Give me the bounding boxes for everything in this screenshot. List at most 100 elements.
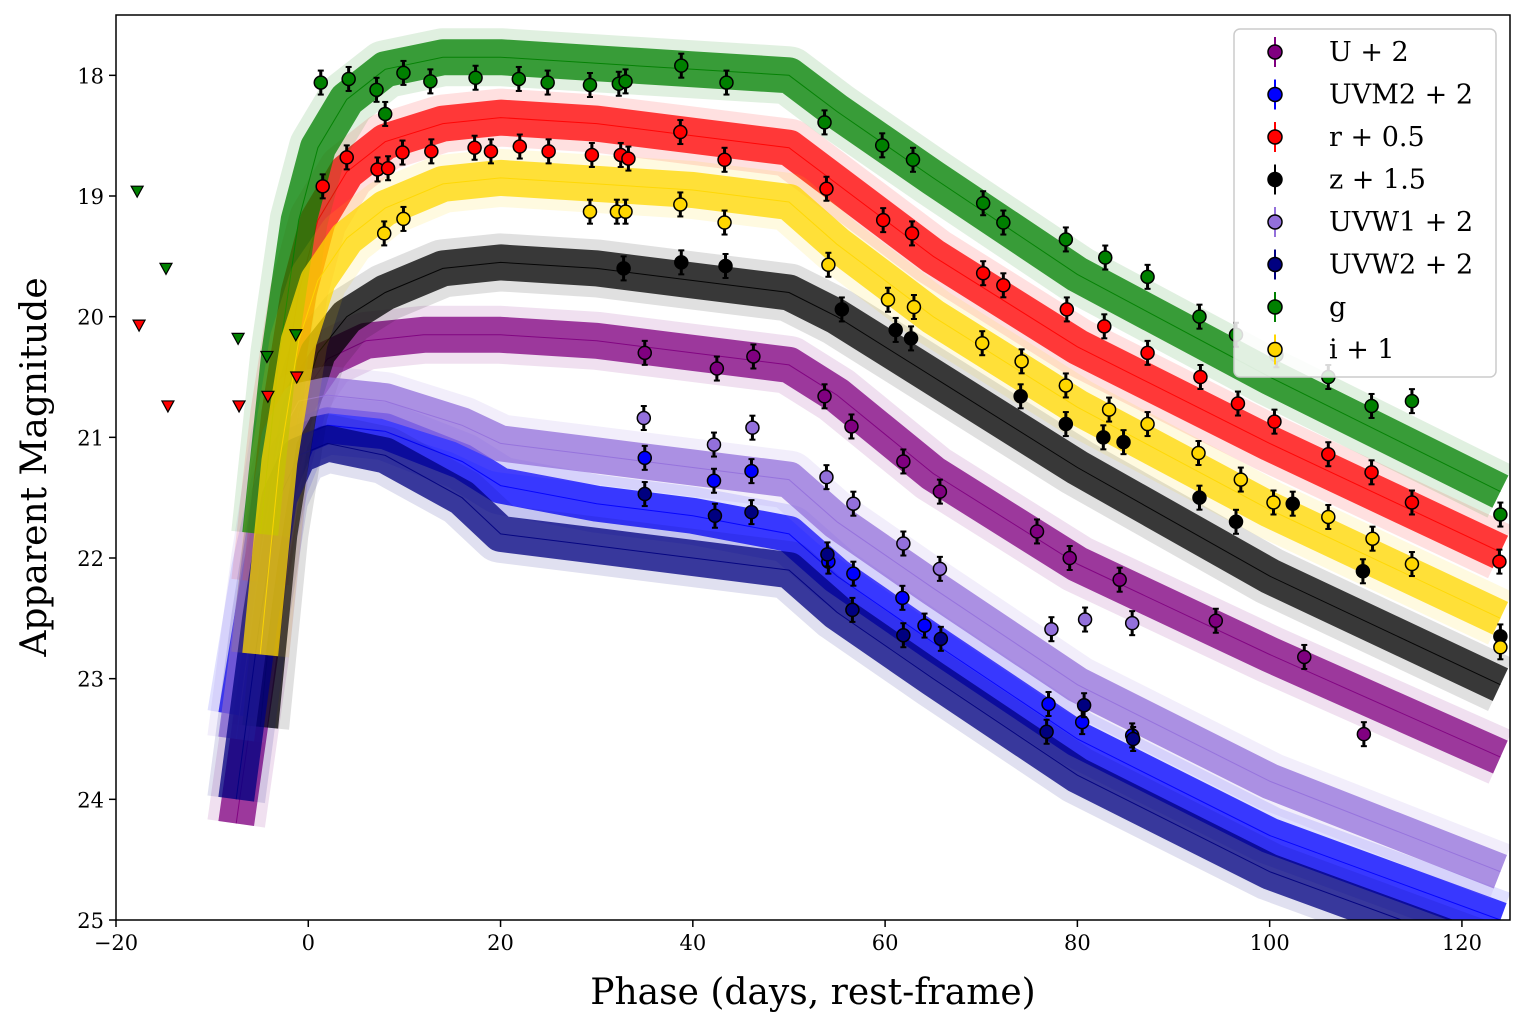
upper-limit-marker xyxy=(130,185,145,199)
data-point-i-1 xyxy=(906,299,922,315)
data-point-r-0-5 xyxy=(541,144,556,159)
data-point-uvw1-2 xyxy=(932,561,948,577)
data-point-r-0-5 xyxy=(996,278,1011,293)
data-point-r-0-5 xyxy=(1492,554,1507,569)
x-tick-label: 60 xyxy=(872,931,899,955)
data-point-uvw2-2 xyxy=(1125,731,1141,747)
y-axis-label: Apparent Magnitude xyxy=(14,277,55,657)
legend-marker-uvm2-2 xyxy=(1267,86,1283,103)
data-point-r-0-5 xyxy=(1140,345,1155,361)
data-point-g xyxy=(423,74,438,89)
legend-marker-r-0-5 xyxy=(1267,129,1283,145)
data-point-z-1-5 xyxy=(1058,416,1074,432)
upper-limit-marker xyxy=(132,319,147,333)
data-point-i-1 xyxy=(880,292,896,308)
data-point-g xyxy=(1493,507,1508,522)
data-point-uvw2-2 xyxy=(637,486,653,502)
y-tick-label: 21 xyxy=(77,426,104,450)
y-tick-label: 19 xyxy=(77,185,104,209)
legend-marker-g xyxy=(1267,299,1283,315)
data-point-uvw2-2 xyxy=(933,631,949,647)
y-tick-label: 22 xyxy=(77,547,104,571)
data-point-uvm2-2 xyxy=(846,566,861,581)
data-point-u-2 xyxy=(1208,613,1224,628)
data-point-i-1 xyxy=(1321,509,1336,525)
data-point-u-2 xyxy=(817,389,832,404)
data-point-u-2 xyxy=(746,349,761,364)
legend-marker-u-2 xyxy=(1267,44,1283,60)
x-tick-label: 0 xyxy=(302,931,315,955)
data-point-u-2 xyxy=(709,361,725,376)
data-point-g xyxy=(540,75,555,90)
data-point-i-1 xyxy=(821,257,836,273)
data-point-uvw1-2 xyxy=(636,410,652,426)
data-point-i-1 xyxy=(717,215,732,230)
data-point-i-1 xyxy=(1233,472,1249,487)
data-point-i-1 xyxy=(1365,531,1380,546)
legend-marker-z-1-5 xyxy=(1267,171,1283,188)
data-point-g xyxy=(468,70,483,85)
data-point-z-1-5 xyxy=(616,261,631,276)
data-point-g xyxy=(313,75,329,90)
data-point-r-0-5 xyxy=(584,147,600,163)
data-point-i-1 xyxy=(396,211,411,227)
data-point-i-1 xyxy=(673,197,688,212)
data-point-uvw1-2 xyxy=(819,469,834,485)
data-point-uvw1-2 xyxy=(706,437,722,452)
data-point-r-0-5 xyxy=(875,212,891,228)
data-point-g xyxy=(674,58,689,73)
data-point-uvm2-2 xyxy=(1074,714,1090,730)
data-point-g xyxy=(874,138,890,153)
data-point-g xyxy=(377,106,393,122)
legend-label-i-1: i + 1 xyxy=(1329,335,1395,366)
y-tick-label: 23 xyxy=(77,668,104,692)
data-point-z-1-5 xyxy=(903,331,919,346)
data-point-uvw1-2 xyxy=(745,420,760,435)
data-point-g xyxy=(582,77,598,93)
data-point-g xyxy=(1058,232,1074,247)
data-point-uvm2-2 xyxy=(706,473,722,489)
legend-marker-uvw1-2 xyxy=(1267,214,1283,230)
data-point-r-0-5 xyxy=(1364,465,1379,480)
data-point-u-2 xyxy=(1297,649,1312,665)
data-point-z-1-5 xyxy=(1192,490,1207,505)
data-point-i-1 xyxy=(1058,378,1074,393)
data-point-z-1-5 xyxy=(1116,434,1131,450)
y-axis-ticks: 18 19 20 21 22 23 24 25 xyxy=(77,64,116,933)
data-point-uvw2-2 xyxy=(744,504,759,520)
upper-limit-marker xyxy=(158,262,174,276)
data-point-r-0-5 xyxy=(975,265,991,281)
x-tick-label: 80 xyxy=(1064,931,1091,955)
data-point-uvm2-2 xyxy=(1041,696,1056,712)
data-point-z-1-5 xyxy=(674,255,689,270)
data-point-z-1-5 xyxy=(718,258,733,274)
legend-label-uvw2-2: UVW2 + 2 xyxy=(1329,250,1473,281)
data-point-uvw2-2 xyxy=(1076,697,1092,713)
data-point-uvw2-2 xyxy=(707,508,723,524)
upper-limit-marker xyxy=(289,371,304,385)
data-point-g xyxy=(996,215,1011,230)
legend-label-r-0-5: r + 0.5 xyxy=(1329,122,1425,153)
data-point-uvw1-2 xyxy=(1077,612,1093,627)
data-point-uvm2-2 xyxy=(744,463,759,479)
data-point-g xyxy=(1404,393,1420,409)
data-point-uvw2-2 xyxy=(1039,724,1054,740)
data-points xyxy=(313,52,1508,752)
data-point-uvw1-2 xyxy=(846,496,861,511)
data-point-u-2 xyxy=(1356,726,1372,742)
data-point-u-2 xyxy=(932,484,948,499)
data-point-i-1 xyxy=(1101,402,1117,417)
data-point-u-2 xyxy=(844,419,859,434)
data-point-g xyxy=(817,115,832,130)
upper-limit-marker xyxy=(160,400,175,414)
data-point-r-0-5 xyxy=(1404,495,1420,510)
data-point-r-0-5 xyxy=(819,181,834,197)
legend-label-g: g xyxy=(1329,292,1346,323)
y-tick-label: 25 xyxy=(77,909,104,933)
data-point-z-1-5 xyxy=(834,302,850,317)
y-tick-label: 24 xyxy=(77,788,104,812)
data-point-r-0-5 xyxy=(621,151,636,166)
data-point-r-0-5 xyxy=(380,160,396,176)
y-tick-label: 18 xyxy=(77,64,104,88)
upper-limit-marker xyxy=(260,390,275,404)
